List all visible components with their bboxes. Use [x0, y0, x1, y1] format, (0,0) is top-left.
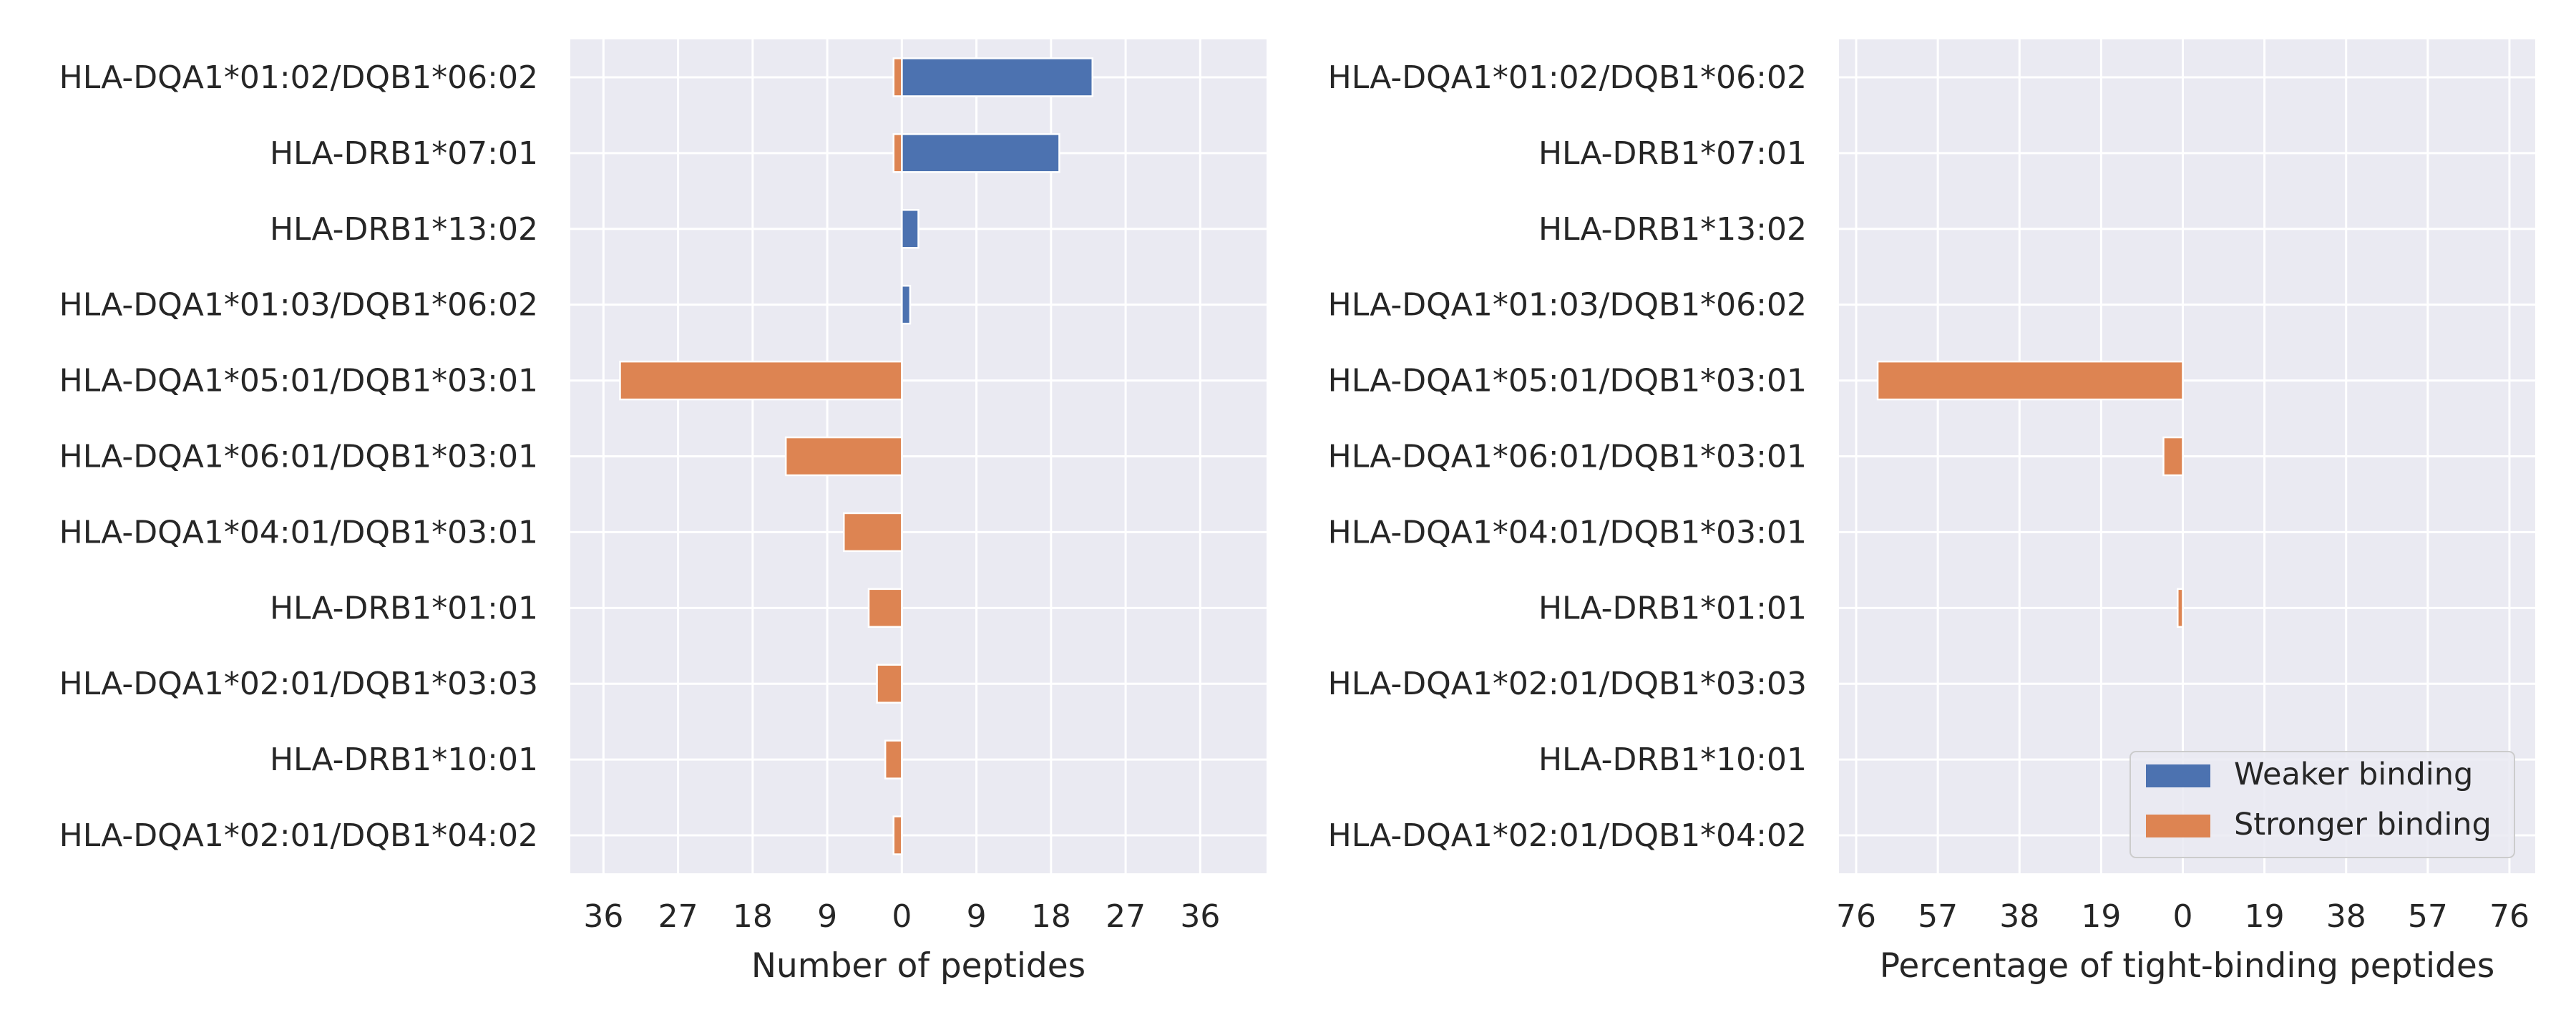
y-tick-label: HLA-DQA1*06:01/DQB1*03:01	[59, 439, 538, 475]
x-tick-label: 38	[1999, 898, 2039, 935]
x-tick-label: 0	[892, 898, 912, 935]
x-tick-label: 0	[2172, 898, 2192, 935]
bar-stronger	[867, 588, 903, 628]
y-tick-label: HLA-DRB1*13:02	[1538, 211, 1807, 248]
y-tick-label: HLA-DRB1*01:01	[270, 590, 538, 626]
legend-swatch	[2146, 815, 2210, 837]
y-tick-label: HLA-DRB1*01:01	[1538, 590, 1807, 626]
y-tick-label: HLA-DQA1*01:03/DQB1*06:02	[59, 287, 538, 324]
y-tick-label: HLA-DQA1*01:02/DQB1*06:02	[59, 59, 538, 96]
bar-stronger	[843, 512, 903, 553]
legend-label: Stronger binding	[2234, 807, 2492, 842]
x-tick-label: 9	[967, 898, 987, 935]
y-tick-label: HLA-DQA1*01:02/DQB1*06:02	[1328, 59, 1807, 96]
legend-label: Weaker binding	[2234, 757, 2473, 792]
bar-weaker	[901, 133, 1060, 173]
x-tick-label: 18	[1031, 898, 1071, 935]
y-tick-label: HLA-DQA1*02:01/DQB1*03:03	[1328, 666, 1807, 702]
y-tick-label: HLA-DQA1*06:01/DQB1*03:01	[1328, 439, 1807, 475]
y-tick-label: HLA-DRB1*13:02	[270, 211, 538, 248]
x-tick-label: 57	[1918, 898, 1958, 935]
y-tick-label: HLA-DQA1*02:01/DQB1*04:02	[1328, 817, 1807, 854]
x-tick-label: 57	[2408, 898, 2448, 935]
x-tick-label: 76	[1836, 898, 1876, 935]
bar-weaker	[901, 57, 1094, 97]
y-tick-label: HLA-DQA1*05:01/DQB1*03:01	[1328, 363, 1807, 399]
bar-stronger	[619, 360, 903, 401]
bar-stronger	[892, 133, 903, 173]
y-tick-label: HLA-DRB1*10:01	[1538, 742, 1807, 778]
y-tick-label: HLA-DQA1*04:01/DQB1*03:01	[1328, 514, 1807, 550]
y-tick-label: HLA-DRB1*07:01	[270, 135, 538, 172]
y-tick-label: HLA-DRB1*07:01	[1538, 135, 1807, 172]
y-tick-label: HLA-DQA1*02:01/DQB1*03:03	[59, 666, 538, 702]
x-tick-label: 9	[817, 898, 837, 935]
y-tick-label: HLA-DRB1*10:01	[270, 742, 538, 778]
legend-frame	[2129, 751, 2515, 858]
x-tick-label: 38	[2326, 898, 2366, 935]
bar-stronger	[876, 664, 903, 704]
bar-stronger	[884, 739, 903, 779]
legend-swatch	[2146, 764, 2210, 787]
chart-panel-1: HLA-DQA1*01:02/DQB1*06:02 HLA-DRB1*07:01 H…	[59, 39, 1267, 986]
x-tick-label: 27	[658, 898, 698, 935]
bar-stronger	[1876, 360, 2184, 401]
bar-stronger	[2162, 436, 2184, 477]
bar-stronger	[892, 815, 903, 855]
chart-panel-2: HLA-DQA1*01:02/DQB1*06:02 HLA-DRB1*07:01 H…	[1328, 39, 2535, 986]
x-axis-label: Number of peptides	[751, 946, 1085, 986]
bar-stronger	[2177, 588, 2184, 628]
legend: Weaker binding Stronger binding	[2129, 751, 2515, 858]
x-axis-label: Percentage of tight-binding peptides	[1880, 946, 2495, 986]
y-tick-label: HLA-DQA1*02:01/DQB1*04:02	[59, 817, 538, 854]
y-tick-label: HLA-DQA1*01:03/DQB1*06:02	[1328, 287, 1807, 324]
bar-stronger	[784, 436, 903, 477]
x-tick-label: 76	[2489, 898, 2529, 935]
y-tick-label: HLA-DQA1*04:01/DQB1*03:01	[59, 514, 538, 550]
bar-weaker	[901, 209, 919, 249]
x-tick-label: 18	[733, 898, 773, 935]
x-tick-label: 19	[2245, 898, 2285, 935]
x-tick-label: 36	[583, 898, 623, 935]
x-tick-label: 36	[1180, 898, 1220, 935]
x-tick-label: 19	[2081, 898, 2121, 935]
x-tick-label: 27	[1106, 898, 1146, 935]
bar-stronger	[892, 57, 903, 97]
bar-weaker	[901, 284, 912, 325]
y-tick-label: HLA-DQA1*05:01/DQB1*03:01	[59, 363, 538, 399]
